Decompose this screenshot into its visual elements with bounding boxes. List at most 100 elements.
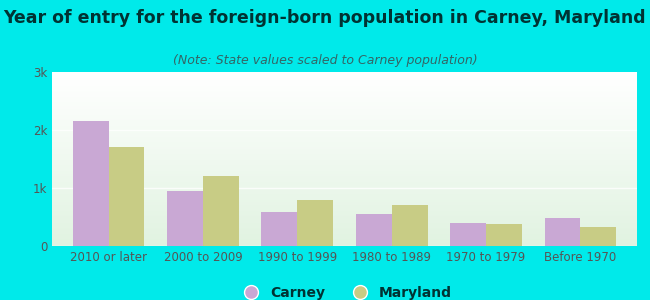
Bar bbox=[52, 232, 637, 233]
Bar bbox=[52, 139, 637, 140]
Bar bbox=[52, 183, 637, 184]
Bar bbox=[52, 117, 637, 118]
Bar bbox=[52, 89, 637, 90]
Bar bbox=[203, 176, 239, 246]
Bar bbox=[52, 201, 637, 202]
Bar bbox=[52, 192, 637, 193]
Bar bbox=[52, 124, 637, 125]
Bar bbox=[52, 110, 637, 111]
Bar bbox=[52, 80, 637, 81]
Bar bbox=[52, 239, 637, 240]
Bar bbox=[52, 166, 637, 167]
Bar bbox=[52, 151, 637, 152]
Bar bbox=[52, 203, 637, 204]
Bar bbox=[52, 119, 637, 120]
Bar bbox=[52, 111, 637, 112]
Bar bbox=[52, 221, 637, 222]
Bar bbox=[52, 143, 637, 144]
Bar bbox=[52, 87, 637, 88]
Bar bbox=[52, 180, 637, 181]
Bar bbox=[52, 243, 637, 244]
Bar bbox=[52, 169, 637, 170]
Bar bbox=[52, 98, 637, 99]
Bar bbox=[52, 126, 637, 127]
Bar bbox=[52, 79, 637, 80]
Bar bbox=[167, 191, 203, 246]
Bar bbox=[52, 170, 637, 171]
Bar bbox=[52, 140, 637, 141]
Bar bbox=[52, 189, 637, 190]
Bar bbox=[52, 142, 637, 143]
Bar bbox=[52, 238, 637, 239]
Bar bbox=[52, 234, 637, 235]
Bar bbox=[52, 112, 637, 113]
Bar bbox=[52, 138, 637, 139]
Bar bbox=[52, 105, 637, 106]
Bar bbox=[52, 202, 637, 203]
Bar bbox=[52, 210, 637, 211]
Bar bbox=[52, 200, 637, 201]
Bar bbox=[52, 147, 637, 148]
Bar bbox=[52, 109, 637, 110]
Bar bbox=[52, 225, 637, 226]
Bar bbox=[52, 82, 637, 83]
Bar bbox=[52, 121, 637, 122]
Bar bbox=[52, 213, 637, 214]
Bar bbox=[52, 120, 637, 121]
Bar bbox=[52, 181, 637, 182]
Bar bbox=[52, 205, 637, 206]
Bar bbox=[52, 103, 637, 104]
Bar bbox=[545, 218, 580, 246]
Bar bbox=[52, 152, 637, 153]
Bar bbox=[52, 178, 637, 179]
Bar bbox=[261, 212, 297, 246]
Bar bbox=[52, 123, 637, 124]
Bar bbox=[52, 159, 637, 160]
Bar bbox=[52, 130, 637, 131]
Bar bbox=[52, 223, 637, 224]
Bar bbox=[52, 207, 637, 208]
Bar bbox=[52, 102, 637, 103]
Bar bbox=[52, 75, 637, 76]
Bar bbox=[52, 196, 637, 197]
Bar bbox=[52, 237, 637, 238]
Bar bbox=[52, 190, 637, 191]
Bar bbox=[52, 188, 637, 189]
Bar bbox=[52, 149, 637, 150]
Bar bbox=[52, 74, 637, 75]
Bar bbox=[52, 144, 637, 145]
Bar bbox=[52, 95, 637, 96]
Bar bbox=[73, 121, 109, 246]
Bar bbox=[52, 222, 637, 223]
Bar bbox=[52, 122, 637, 123]
Bar bbox=[52, 150, 637, 151]
Bar bbox=[52, 107, 637, 108]
Bar bbox=[52, 197, 637, 198]
Bar bbox=[52, 84, 637, 85]
Bar bbox=[52, 96, 637, 97]
Bar bbox=[52, 83, 637, 84]
Bar bbox=[52, 92, 637, 93]
Bar bbox=[52, 218, 637, 219]
Bar bbox=[52, 242, 637, 243]
Bar bbox=[52, 168, 637, 169]
Bar bbox=[52, 198, 637, 199]
Bar bbox=[52, 97, 637, 98]
Bar bbox=[52, 220, 637, 221]
Bar bbox=[52, 160, 637, 161]
Bar bbox=[52, 136, 637, 137]
Bar bbox=[52, 174, 637, 175]
Bar bbox=[52, 153, 637, 154]
Bar bbox=[52, 78, 637, 79]
Bar bbox=[52, 187, 637, 188]
Bar bbox=[52, 104, 637, 105]
Bar bbox=[52, 100, 637, 101]
Bar bbox=[52, 141, 637, 142]
Bar bbox=[52, 215, 637, 216]
Text: (Note: State values scaled to Carney population): (Note: State values scaled to Carney pop… bbox=[173, 54, 477, 67]
Bar bbox=[52, 114, 637, 115]
Bar bbox=[52, 240, 637, 241]
Bar bbox=[52, 176, 637, 177]
Bar bbox=[52, 235, 637, 236]
Bar bbox=[52, 132, 637, 133]
